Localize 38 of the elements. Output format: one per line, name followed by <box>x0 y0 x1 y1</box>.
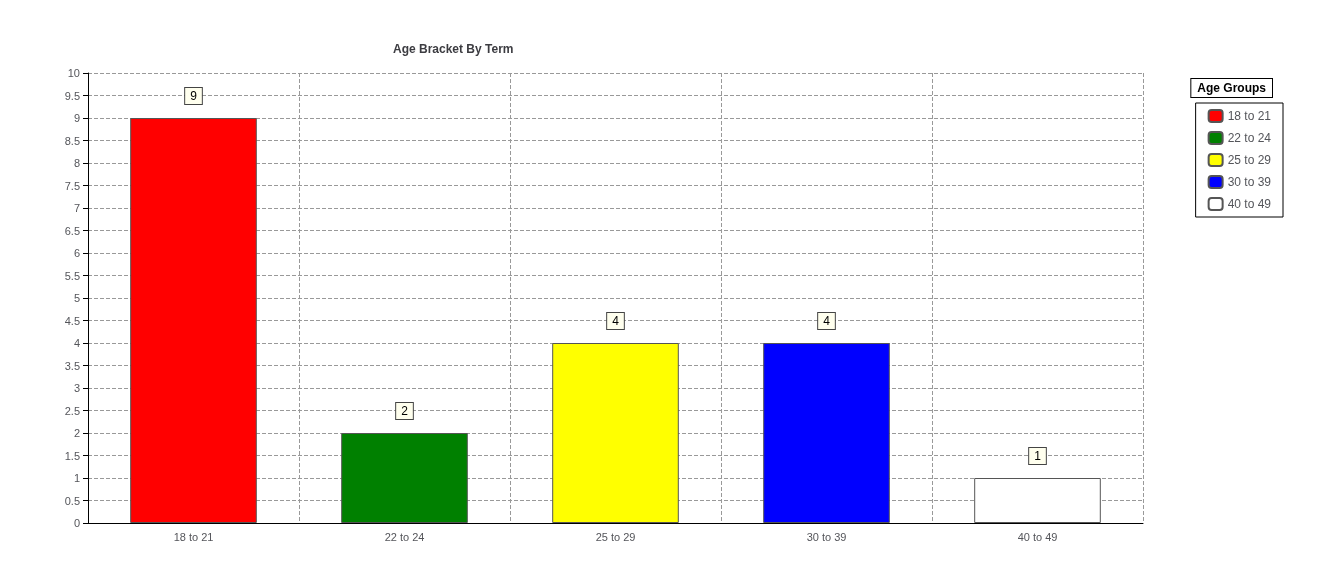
chart-title: Age Bracket By Term <box>393 42 514 56</box>
x-tick-label: 25 to 29 <box>595 530 636 543</box>
legend-label: 25 to 29 <box>1227 153 1272 167</box>
data-label: 4 <box>612 314 620 328</box>
x-tick-label: 22 to 24 <box>384 530 425 543</box>
y-tick-label: 7.5 <box>64 179 80 192</box>
y-tick-label: 5.5 <box>64 269 80 282</box>
data-label: 2 <box>401 404 409 418</box>
legend-label: 22 to 24 <box>1227 131 1272 145</box>
y-tick-label: 5 <box>73 292 80 304</box>
y-tick-label: 7 <box>73 202 80 214</box>
y-tick-label: 9.5 <box>64 89 80 102</box>
data-label: 4 <box>823 314 831 328</box>
y-tick-label: 2 <box>73 427 80 439</box>
legend-label: 18 to 21 <box>1227 109 1272 123</box>
y-tick-label: 4 <box>73 337 80 349</box>
data-label: 9 <box>190 89 198 103</box>
x-tick-label: 30 to 39 <box>806 530 847 543</box>
y-tick-label: 2.5 <box>64 404 80 417</box>
y-tick-label: 3.5 <box>64 359 80 372</box>
y-tick-label: 0.5 <box>64 494 80 507</box>
y-tick-label: 1.5 <box>64 449 80 462</box>
y-tick-label: 0 <box>73 517 80 529</box>
y-tick-label: 8.5 <box>64 134 80 147</box>
y-tick-label: 8 <box>73 157 80 169</box>
data-label: 1 <box>1034 449 1042 463</box>
y-tick-label: 9 <box>73 112 80 124</box>
y-tick-label: 1 <box>73 472 80 484</box>
legend-label: 30 to 39 <box>1227 175 1272 189</box>
x-tick-label: 40 to 49 <box>1017 530 1058 543</box>
y-tick-label: 10 <box>67 67 80 79</box>
y-tick-label: 3 <box>73 382 80 394</box>
legend-title: Age Groups <box>1197 81 1267 95</box>
x-tick-label: 18 to 21 <box>173 530 214 543</box>
y-tick-label: 4.5 <box>64 314 80 327</box>
legend-label: 40 to 49 <box>1227 197 1272 211</box>
y-tick-label: 6.5 <box>64 224 80 237</box>
y-tick-label: 6 <box>73 247 80 259</box>
